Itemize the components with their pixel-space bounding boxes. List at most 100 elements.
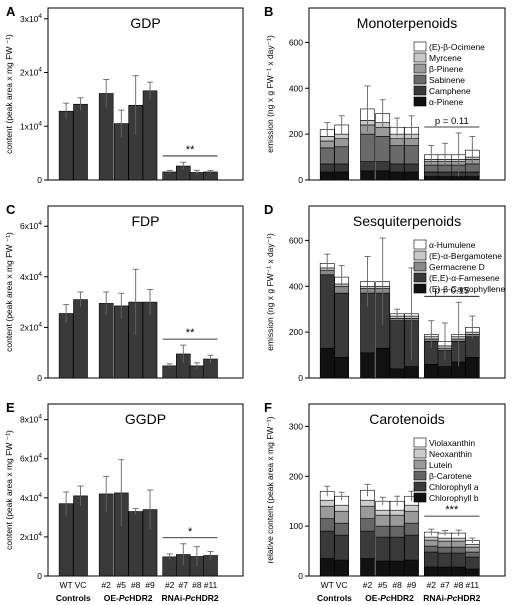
bar-segment [464,568,480,577]
legend-entry: Camphene [429,86,471,96]
y-tick-label: 2x104 [20,67,42,78]
panel-letter: C [6,202,16,217]
bar-segment [389,368,405,379]
x-tick-label: #5 [117,580,127,590]
panel-d: D Sesquiterpenoids emission (ng x g FW⁻¹ x… [264,202,506,383]
bar-segment [375,509,391,516]
x-tick-label: #8 [454,580,464,590]
bar-segment [360,170,375,181]
legend-entry: β-Carotene [429,471,472,481]
panel-letter: F [264,400,272,415]
panel-letter: E [6,400,15,415]
chart-title: Sesquiterpenoids [353,213,461,229]
bar-segment [319,558,335,577]
x-group-label: OE-PcHDR2 [365,593,414,603]
bar-segment [319,163,335,173]
x-group-label-part: RNAi- [423,593,447,603]
x-tick-label: #11 [466,580,480,590]
legend-entry: Violaxanthin [429,438,475,448]
bar-segment [334,522,350,536]
chart-title: GDP [130,15,160,31]
bar-segment [451,537,466,542]
legend-entry: Myrcene [429,53,462,63]
bar-segment [464,546,480,553]
bar-segment [464,171,480,177]
x-group-label-part: OE- [104,593,119,603]
x-tick-label: VC [336,580,348,590]
legend-swatch [413,261,427,272]
y-tick-mantissa: 600 [289,235,303,245]
bar-segment [319,518,335,532]
legend-swatch [413,41,427,52]
legend-entry: Chlorophyll a [429,482,479,492]
chart-title: GGDP [125,411,166,427]
bar-segment [360,518,375,532]
legend-swatch [413,481,427,492]
legend-swatch [413,272,427,283]
y-tick-label: 0 [298,175,303,185]
legend-entry: (E)-β-Caryophyllene [429,284,505,294]
y-tick-mantissa: 4x10 [20,493,39,503]
bar-segment [437,546,453,554]
x-tick-label: #7 [440,580,450,590]
y-tick-label: 200 [289,129,303,139]
x-tick-label: VC [75,580,87,590]
y-tick-label: 600 [289,235,303,245]
bar-segment [437,366,453,379]
y-tick-exponent: 4 [38,271,42,278]
y-tick-label: 400 [289,83,303,93]
bar-segment [451,566,466,577]
legend-swatch [413,63,427,74]
bar-segment [360,505,375,519]
x-tick-label: #2 [427,580,437,590]
bar-segment [360,499,375,507]
panel-f: F Carotenoids relative content (peak area … [264,400,506,603]
y-tick-mantissa: 2x10 [20,322,39,332]
bar-segment [319,347,335,379]
y-tick-exponent: 4 [38,120,42,127]
y-tick-label: 100 [289,521,303,531]
bar [73,495,88,577]
bar-segment [375,161,391,172]
x-tick-label: #2 [101,580,111,590]
y-tick-mantissa: 3x10 [20,14,39,24]
significance-label: p = 0.15 [435,285,470,296]
legend-swatch [413,250,427,261]
legend-swatch [413,459,427,470]
y-tick-mantissa: 0 [37,175,42,185]
bar-segment [319,530,335,559]
bar-segment [389,138,405,146]
bar-segment [404,138,419,146]
y-tick-exponent: 4 [38,531,42,538]
x-group-label-part: Pc [380,593,391,603]
bar-segment [451,176,466,181]
bar-segment [464,551,480,558]
x-tick-label: #11 [204,580,218,590]
y-tick-label: 0 [37,571,42,581]
x-group-label-part: HDR2 [391,593,414,603]
bar-segment [389,145,405,165]
y-tick-label: 6x104 [20,453,42,464]
y-tick-mantissa: 1x10 [20,121,39,131]
bar-segment [334,292,350,358]
x-tick-label: #2 [363,580,373,590]
bar-segment [360,161,375,172]
y-tick-exponent: 4 [38,13,42,20]
x-group-label: OE-PcHDR2 [104,593,153,603]
bar-segment [319,499,335,507]
x-tick-label: WT [60,580,73,590]
bar-segment [334,559,350,577]
bar-segment [423,545,439,553]
x-tick-label: #7 [179,580,189,590]
y-axis-label: emission (ng x g FW⁻¹ x day⁻¹) [265,233,275,351]
bar-segment [319,136,335,142]
bar [58,313,74,379]
bar-segment [404,559,419,577]
x-tick-label: #9 [407,580,417,590]
bar-segment [423,171,439,177]
bar-segment [464,544,480,548]
legend-swatch [413,52,427,63]
legend-entry: (E)-β-Ocimene [429,42,485,52]
